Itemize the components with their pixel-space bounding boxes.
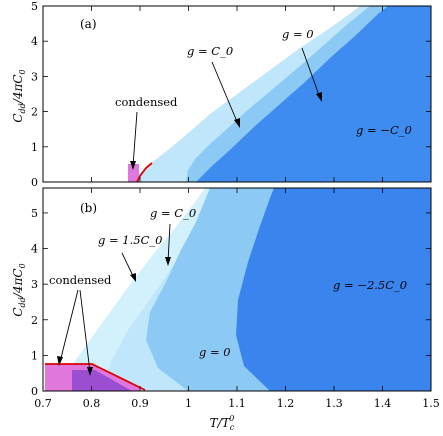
arrow-condensed-b-2: [79, 289, 91, 373]
x-tick-label-b-7: 1.4: [374, 397, 392, 410]
arrowhead-condensed-b-1: [57, 356, 63, 366]
x-tick-label-b-1: 0.8: [83, 397, 101, 410]
annotation-g-C0-a: g = C_0: [187, 44, 233, 58]
condensed-boundary-a: [136, 162, 153, 182]
region-a-g-negC0: [196, 6, 431, 182]
y-tick-label-a-2: 2: [31, 106, 38, 119]
y-axis-label-a: Cdd/4πC0: [11, 69, 27, 122]
axis-ticks: 0 1 2 3 4 5 0 1 2 3 4 5 0.7 0.8 0.9 1 1.1 1.2 1.3 1.4 1.5: [31, 0, 440, 410]
x-tick-label-b-8: 1.5: [422, 397, 440, 410]
y-tick-label-a-5: 5: [31, 0, 38, 13]
y-tick-label-b-3: 3: [31, 278, 38, 291]
svg-text:Cdd/4πC0: Cdd/4πC0: [11, 263, 27, 316]
annotation-g-neg2p5C0-b: g = −2.5C_0: [333, 278, 407, 292]
arrowhead-g-1p5C0-b: [130, 273, 136, 282]
arrow-g-C0-a: [211, 61, 239, 125]
panel-b-tag: (b): [80, 201, 97, 215]
annotation-condensed-a: condensed: [115, 95, 178, 109]
x-tick-label-b-4: 1.1: [228, 397, 246, 410]
annotation-g-1p5C0-b: g = 1.5C_0: [98, 233, 162, 247]
arrowhead-condensed-a: [130, 161, 136, 170]
condensed-boundary-b: [45, 363, 146, 391]
svg-text:Cdd/4πC0: Cdd/4πC0: [11, 69, 27, 122]
condensed-region-b-dark: [72, 370, 132, 391]
panel-a: [43, 6, 431, 182]
condensed-region-a: [128, 164, 139, 182]
annotation-g-C0-b: g = C_0: [150, 206, 196, 220]
annotation-g-0-a: g = 0: [282, 27, 314, 41]
panel-b: [43, 188, 431, 391]
arrow-g-C0-b: [167, 223, 171, 263]
x-tick-label-b-6: 1.3: [325, 397, 343, 410]
annotation-g-0-b: g = 0: [199, 345, 231, 359]
arrow-condensed-a: [132, 111, 138, 167]
x-axis-label: T/Tc0: [210, 414, 235, 432]
y-tick-label-b-1: 1: [31, 349, 38, 362]
y-tick-label-a-4: 4: [31, 35, 38, 48]
y-tick-label-a-3: 3: [31, 70, 38, 83]
y-tick-label-b-4: 4: [31, 243, 38, 256]
arrowhead-g-C0-a: [234, 118, 240, 128]
arrowhead-condensed-b-2: [87, 367, 93, 376]
y-tick-label-b-2: 2: [31, 314, 38, 327]
arrow-g-1p5C0-b: [121, 252, 135, 279]
arrowhead-g-C0-b: [165, 257, 171, 266]
y-tick-label-a-1: 1: [31, 141, 38, 154]
arrowhead-g-0-a: [316, 92, 322, 102]
y-tick-label-b-5: 5: [31, 207, 38, 220]
arrow-g-0-a: [301, 47, 321, 99]
annotation-g-negC0-a: g = −C_0: [356, 123, 412, 137]
arrow-condensed-b-1: [59, 289, 79, 363]
region-b-g-neg2p5C0: [236, 188, 431, 391]
x-tick-label-b-0: 0.7: [34, 397, 52, 410]
annotation-condensed-b: condensed: [49, 273, 112, 287]
y-tick-label-a-0: 0: [31, 176, 38, 189]
x-tick-label-b-2: 0.9: [131, 397, 149, 410]
y-axis-label-b: Cdd/4πC0: [11, 263, 27, 316]
x-tick-label-b-3: 1: [185, 397, 192, 410]
x-tick-label-b-5: 1.2: [277, 397, 295, 410]
panel-a-tag: (a): [80, 17, 97, 31]
y-tick-label-b-0: 0: [31, 385, 38, 398]
